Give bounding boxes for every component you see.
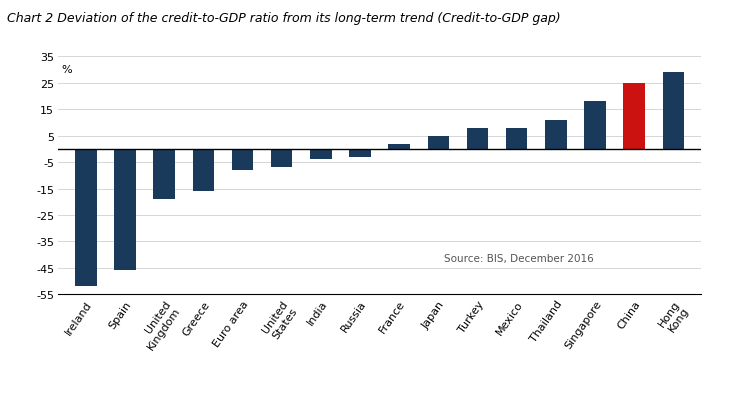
Bar: [193, 150, 214, 192]
Bar: [153, 150, 175, 200]
Bar: [388, 144, 410, 150]
Bar: [349, 150, 371, 157]
Bar: [75, 150, 96, 287]
Bar: [584, 102, 606, 150]
Bar: [663, 73, 684, 150]
Bar: [114, 150, 136, 271]
Bar: [506, 128, 528, 150]
Text: Source: BIS, December 2016: Source: BIS, December 2016: [444, 254, 593, 264]
Bar: [545, 121, 566, 150]
Bar: [231, 150, 253, 171]
Text: Chart 2 Deviation of the credit-to-GDP ratio from its long-term trend (Credit-to: Chart 2 Deviation of the credit-to-GDP r…: [7, 12, 561, 25]
Text: %: %: [61, 64, 72, 74]
Bar: [428, 136, 449, 150]
Bar: [623, 83, 645, 150]
Bar: [271, 150, 293, 168]
Bar: [466, 128, 488, 150]
Bar: [310, 150, 331, 160]
